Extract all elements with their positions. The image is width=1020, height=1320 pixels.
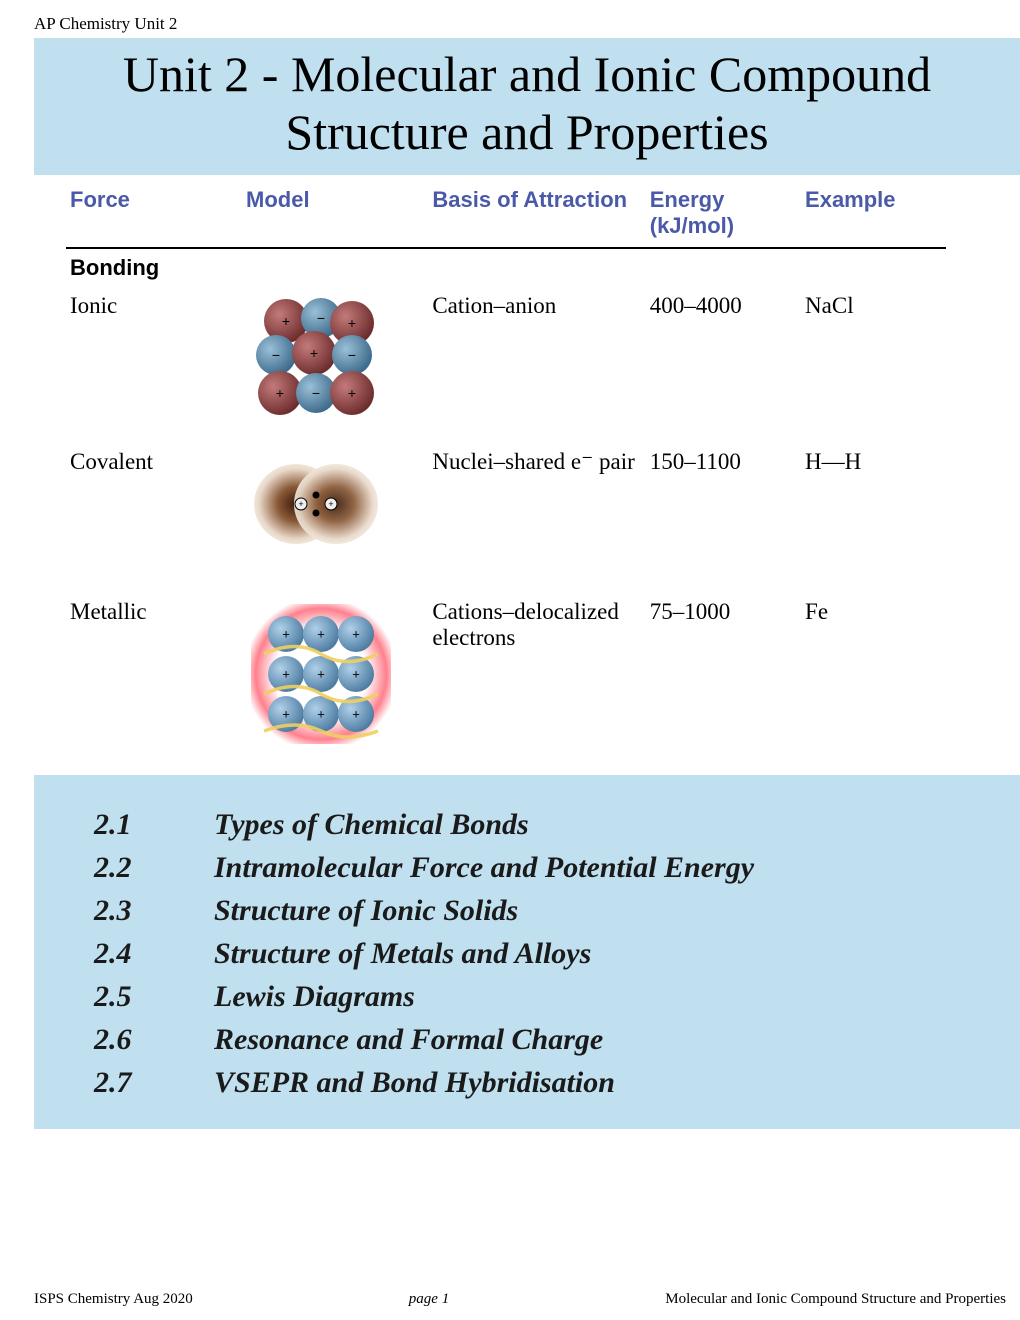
force-cell: Covalent <box>66 441 242 591</box>
toc: 2.1Types of Chemical Bonds 2.2Intramolec… <box>34 775 1020 1129</box>
svg-text:+: + <box>282 313 290 329</box>
toc-num: 2.5 <box>94 980 214 1014</box>
table-row: Covalent <box>66 441 946 591</box>
toc-title: Structure of Ionic Solids <box>214 894 518 928</box>
svg-text:+: + <box>282 667 290 682</box>
example-cell: Fe <box>801 591 946 757</box>
toc-num: 2.4 <box>94 937 214 971</box>
svg-text:+: + <box>317 707 325 722</box>
th-model: Model <box>242 181 428 248</box>
svg-text:+: + <box>310 345 318 361</box>
bonding-table: Force Model Basis of Attraction Energy (… <box>66 175 946 757</box>
toc-item: 2.6Resonance and Formal Charge <box>94 1023 1020 1057</box>
svg-text:+: + <box>348 315 356 331</box>
toc-item: 2.7VSEPR and Bond Hybridisation <box>94 1066 1020 1100</box>
energy-cell: 400–4000 <box>646 285 801 441</box>
footer-left: ISPS Chemistry Aug 2020 <box>34 1291 193 1308</box>
svg-text:+: + <box>276 385 284 401</box>
toc-num: 2.6 <box>94 1023 214 1057</box>
th-force: Force <box>66 181 242 248</box>
toc-item: 2.3Structure of Ionic Solids <box>94 894 1020 928</box>
svg-text:−: − <box>312 385 320 401</box>
svg-text:−: − <box>272 347 280 363</box>
table-row: Ionic <box>66 285 946 441</box>
footer-right: Molecular and Ionic Compound Structure a… <box>665 1291 1006 1308</box>
toc-title: VSEPR and Bond Hybridisation <box>214 1066 615 1100</box>
basis-cell: Nuclei–shared e⁻ pair <box>428 441 645 591</box>
svg-text:+: + <box>282 627 290 642</box>
energy-cell: 75–1000 <box>646 591 801 757</box>
svg-text:+: + <box>348 385 356 401</box>
model-covalent: + + <box>242 441 428 591</box>
toc-title: Resonance and Formal Charge <box>214 1023 603 1057</box>
toc-item: 2.4Structure of Metals and Alloys <box>94 937 1020 971</box>
svg-text:−: − <box>348 347 356 363</box>
toc-title: Lewis Diagrams <box>214 980 415 1014</box>
force-cell: Metallic <box>66 591 242 757</box>
th-energy: Energy (kJ/mol) <box>646 181 801 248</box>
example-cell: H—H <box>801 441 946 591</box>
svg-text:+: + <box>352 667 360 682</box>
toc-item: 2.2Intramolecular Force and Potential En… <box>94 851 1020 885</box>
svg-text:+: + <box>317 627 325 642</box>
svg-text:−: − <box>317 310 325 326</box>
toc-title: Structure of Metals and Alloys <box>214 937 591 971</box>
svg-text:+: + <box>298 499 303 509</box>
energy-cell: 150–1100 <box>646 441 801 591</box>
header-label: AP Chemistry Unit 2 <box>0 0 1020 38</box>
basis-cell: Cations–delocalized electrons <box>428 591 645 757</box>
toc-num: 2.1 <box>94 808 214 842</box>
toc-num: 2.7 <box>94 1066 214 1100</box>
svg-text:+: + <box>328 499 333 509</box>
svg-text:+: + <box>352 627 360 642</box>
toc-num: 2.3 <box>94 894 214 928</box>
model-ionic: + − + − + − + − + <box>242 285 428 441</box>
svg-text:+: + <box>317 667 325 682</box>
footer: ISPS Chemistry Aug 2020 page 1 Molecular… <box>34 1291 1006 1308</box>
toc-item: 2.5Lewis Diagrams <box>94 980 1020 1014</box>
metallic-model-icon: + + + + + + + + + <box>246 599 396 749</box>
toc-title: Types of Chemical Bonds <box>214 808 529 842</box>
table-row: Metallic <box>66 591 946 757</box>
svg-text:+: + <box>282 707 290 722</box>
toc-title: Intramolecular Force and Potential Energ… <box>214 851 754 885</box>
covalent-model-icon: + + <box>246 449 386 559</box>
section-bonding: Bonding <box>66 248 946 285</box>
svg-text:+: + <box>352 707 360 722</box>
toc-item: 2.1Types of Chemical Bonds <box>94 808 1020 842</box>
ionic-model-icon: + − + − + − + − + <box>246 293 386 433</box>
unit-title: Unit 2 - Molecular and Ionic Compound St… <box>34 38 1020 175</box>
model-metallic: + + + + + + + + + <box>242 591 428 757</box>
basis-cell: Cation–anion <box>428 285 645 441</box>
footer-page: page 1 <box>409 1291 449 1308</box>
toc-num: 2.2 <box>94 851 214 885</box>
force-cell: Ionic <box>66 285 242 441</box>
th-example: Example <box>801 181 946 248</box>
th-basis: Basis of Attraction <box>428 181 645 248</box>
example-cell: NaCl <box>801 285 946 441</box>
